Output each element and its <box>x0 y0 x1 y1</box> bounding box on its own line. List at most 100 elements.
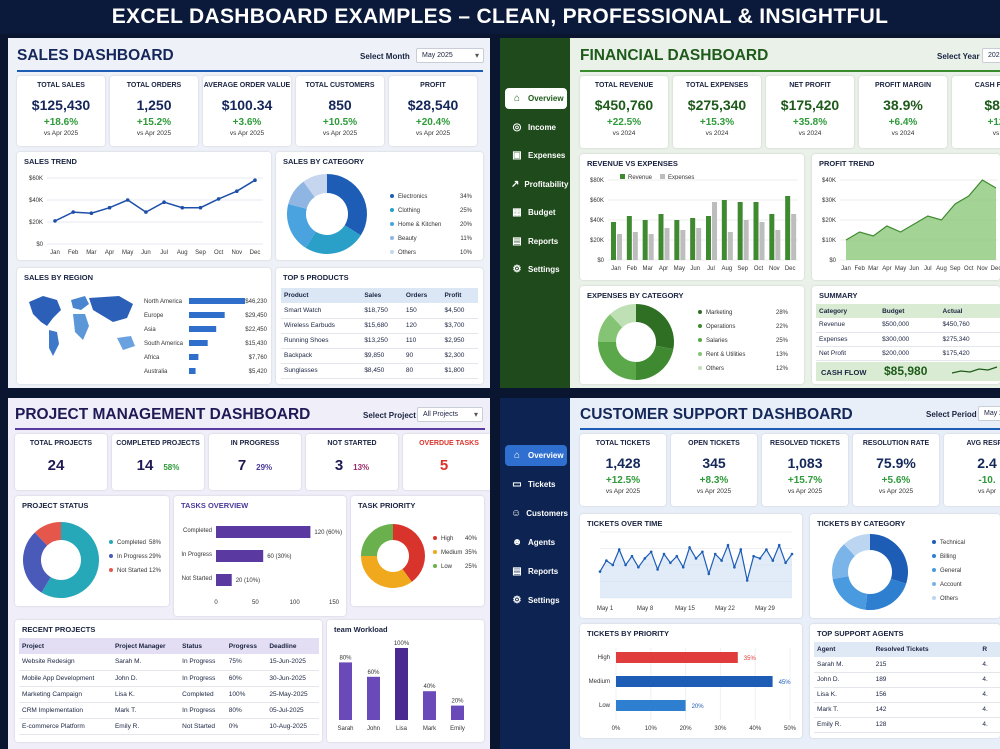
table-row[interactable]: Backpack $9,850 90 $2,300 <box>281 348 478 363</box>
table-row[interactable]: Revenue $500,000 $450,760 <box>816 318 1000 332</box>
pie-slice <box>832 544 855 580</box>
y-tick: $20K <box>29 220 43 226</box>
tickets-time-chart: May 1 May 8 May 15 May 22 May 29 <box>597 531 794 612</box>
bar-expenses <box>617 234 622 260</box>
x-tick: 10% <box>645 726 658 732</box>
users-icon: ☺ <box>511 508 522 519</box>
legend-value: 12% <box>776 366 789 372</box>
data-point <box>701 550 704 554</box>
legend-entry: Billing <box>940 554 956 560</box>
table-row[interactable]: Sunglasses $8,450 80 $1,800 <box>281 363 478 378</box>
table-cell: 30-Jun-2025 <box>269 674 306 682</box>
home-icon: ⌂ <box>513 93 521 104</box>
pie-slice <box>865 578 907 610</box>
table-cell: In Progress <box>182 674 216 682</box>
agent-icon: ☻ <box>511 537 523 548</box>
kpi-row: 3 13% <box>306 457 398 474</box>
bar-value: 40% <box>423 684 436 690</box>
support-kpi-card: OPEN TICKETS 345 +8.3% vs Apr 2025 <box>671 434 757 506</box>
support-nav-overview[interactable]: ⌂ Overview <box>505 445 567 466</box>
table-row[interactable]: Emily R. 128 4. <box>814 717 1000 732</box>
legend-swatch <box>698 310 702 314</box>
table-row[interactable]: E-commerce Platform Emily R. Not Started 0%… <box>19 718 319 734</box>
table-cell: Emily R. <box>114 722 140 730</box>
table-row[interactable]: John D. 189 4. <box>814 672 1000 687</box>
financial-kpi-card: CASH FLOW $85 +12 vs <box>952 76 1000 148</box>
bar-value: $7,760 <box>249 355 268 361</box>
table-header: Agent Resolved Tickets R <box>814 642 1000 657</box>
table-cell: 0% <box>228 722 239 730</box>
support-nav-settings[interactable]: ⚙ Settings <box>505 590 567 611</box>
legend-entry: Revenue <box>628 175 653 181</box>
nav-label: Overview <box>528 451 564 460</box>
kpi-value: 2.4 <box>977 455 997 471</box>
table-cell: Wireless Earbuds <box>284 322 335 329</box>
legend-value: 25% <box>465 564 478 570</box>
table-row[interactable]: Lisa K. 156 4. <box>814 687 1000 702</box>
profit-trend-panel: PROFIT TREND $40K $30K $20K $10K $0 Jan Feb Mar… <box>812 154 1000 280</box>
table-row[interactable]: Sarah M. 215 4. <box>814 657 1000 672</box>
support-nav-tickets[interactable]: ▭ Tickets <box>505 474 567 495</box>
table-row[interactable]: Mobile App Development John D. In Progress… <box>19 670 319 686</box>
sales-category-chart: Electronics 34% Clothing 25% Home & Kitchen 2… <box>287 174 473 256</box>
column-header: R <box>982 646 988 653</box>
tasks-overview-panel: TASKS OVERVIEW Completed 120 (60%) In Prog… <box>174 496 346 616</box>
kpi-label: AVERAGE ORDER VALUE <box>203 82 291 89</box>
page-title: EXCEL DASHBOARD EXAMPLES – CLEAN, PROFES… <box>0 0 1000 34</box>
table-cell: 75% <box>228 658 242 666</box>
kpi-label: IN PROGRESS <box>230 440 280 447</box>
project-select[interactable]: All Projects <box>417 407 483 422</box>
rev-exp-chart: Revenue Expenses $80K $60K $40K $20K $0 Jan Feb M… <box>590 174 798 272</box>
financial-nav-budget[interactable]: ▦ Budget <box>505 202 567 223</box>
financial-nav-overview[interactable]: ⌂ Overview <box>505 88 567 109</box>
table-row[interactable]: Smart Watch $18,750 150 $4,500 <box>281 303 478 318</box>
financial-nav-profitability[interactable]: ↗ Profitability <box>505 174 568 195</box>
financial-year-select[interactable]: 2025 <box>982 48 1000 63</box>
support-nav-reports[interactable]: ▤ Reports <box>505 561 567 582</box>
financial-nav-expenses[interactable]: ▣ Expenses <box>505 145 567 166</box>
financial-nav-reports[interactable]: ▤ Reports <box>505 231 567 252</box>
financial-nav-settings[interactable]: ⚙ Settings <box>505 259 567 280</box>
sales-trend-panel: SALES TREND $60K $40K $20K $0 Jan Feb Mar Apr Ma… <box>17 152 271 260</box>
table-cell: Sarah M. <box>817 660 844 668</box>
financial-nav-income[interactable]: ◎ Income <box>505 117 567 138</box>
data-point <box>253 178 257 182</box>
data-point <box>235 189 239 193</box>
sales-month-select[interactable]: May 2025 <box>416 48 484 63</box>
area-fill <box>600 545 792 598</box>
exp-category-chart: Marketing 28% Operations 22% Salaries 25% Rent… <box>598 304 789 380</box>
data-point <box>694 557 698 560</box>
legend-entry: In Progress <box>117 554 148 560</box>
table-row[interactable]: Net Profit $200,000 $175,420 <box>816 346 1000 360</box>
sales-trend-chart: $60K $40K $20K $0 Jan Feb Mar Apr May Jun Jul Aug Se… <box>29 176 263 256</box>
data-point <box>162 200 166 204</box>
support-nav-customers[interactable]: ☺ Customers <box>505 503 568 524</box>
table-row[interactable]: Expenses $300,000 $275,340 <box>816 332 1000 346</box>
legend-swatch <box>390 236 394 240</box>
nav-label: Income <box>528 122 557 132</box>
kpi-row: 24 <box>15 457 107 474</box>
table-row[interactable]: CRM Implementation Mark T. In Progress 80% 0… <box>19 702 319 718</box>
category-label: In Progress <box>181 552 212 558</box>
bar-value: $46,230 <box>245 299 267 305</box>
bar-value: 20 (10%) <box>236 578 260 584</box>
kpi-change: +15.3% <box>699 117 735 128</box>
kpi-value: 75.9% <box>876 455 916 471</box>
kpi-change: -10. <box>978 475 996 486</box>
category-label: Medium <box>589 679 610 685</box>
pie-slice <box>832 576 868 610</box>
support-period-select[interactable]: May 2 <box>978 406 1000 421</box>
table-row[interactable]: Mark T. 142 4. <box>814 702 1000 717</box>
table-row[interactable]: Marketing Campaign Lisa K. Completed 100% 25… <box>19 686 319 702</box>
support-nav-agents[interactable]: ☻ Agents <box>505 532 567 553</box>
table-cell: $300,000 <box>882 335 910 343</box>
table-row[interactable]: Wireless Earbuds $15,680 120 $3,700 <box>281 318 478 333</box>
sales-region-chart: North America $46,230 Europe $29,450 Asia $22… <box>144 298 268 375</box>
x-tick: 40% <box>749 726 762 732</box>
x-tick: 0% <box>612 726 621 732</box>
table-cell: $2,300 <box>444 352 465 359</box>
project-kpi-card: OVERDUE TASKS 5 <box>403 434 490 490</box>
legend-entry: Beauty <box>398 236 417 242</box>
table-row[interactable]: Website Redesign Sarah M. In Progress 75% 15… <box>19 654 319 670</box>
table-row[interactable]: Running Shoes $13,250 110 $2,950 <box>281 333 478 348</box>
